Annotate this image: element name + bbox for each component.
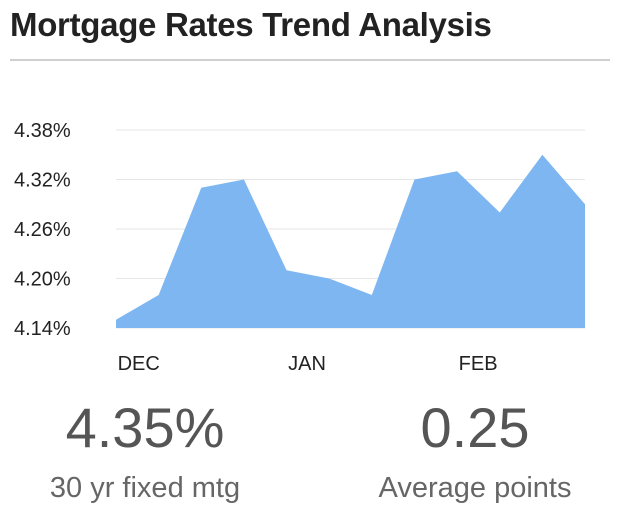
stat-rate: 4.35% 30 yr fixed mtg (0, 400, 290, 503)
x-axis-ticks: DEC JAN FEB (118, 353, 498, 375)
x-tick-label: JAN (288, 353, 326, 375)
title-divider (10, 59, 610, 61)
y-tick-label: 4.32% (14, 170, 71, 192)
y-tick-label: 4.38% (14, 120, 71, 142)
y-axis-ticks: 4.38% 4.32% 4.26% 4.20% 4.14% (14, 120, 71, 340)
area-series (116, 154, 585, 328)
area-series-fill (116, 154, 585, 328)
stat-points-value: 0.25 (420, 396, 530, 459)
x-tick-label: FEB (459, 353, 498, 375)
stat-points: 0.25 Average points (330, 400, 620, 503)
chart-title: Mortgage Rates Trend Analysis (10, 6, 492, 43)
stat-rate-label: 30 yr fixed mtg (49, 472, 241, 504)
stat-points-label: Average points (378, 472, 572, 504)
stat-rate-value: 4.35% (65, 396, 225, 459)
x-tick-label: DEC (118, 353, 160, 375)
mortgage-rate-chart: 4.38% 4.32% 4.26% 4.20% 4.14% DEC JAN FEB (14, 120, 585, 375)
y-tick-label: 4.20% (14, 269, 71, 291)
y-tick-label: 4.26% (14, 219, 71, 241)
y-tick-label: 4.14% (14, 318, 71, 340)
